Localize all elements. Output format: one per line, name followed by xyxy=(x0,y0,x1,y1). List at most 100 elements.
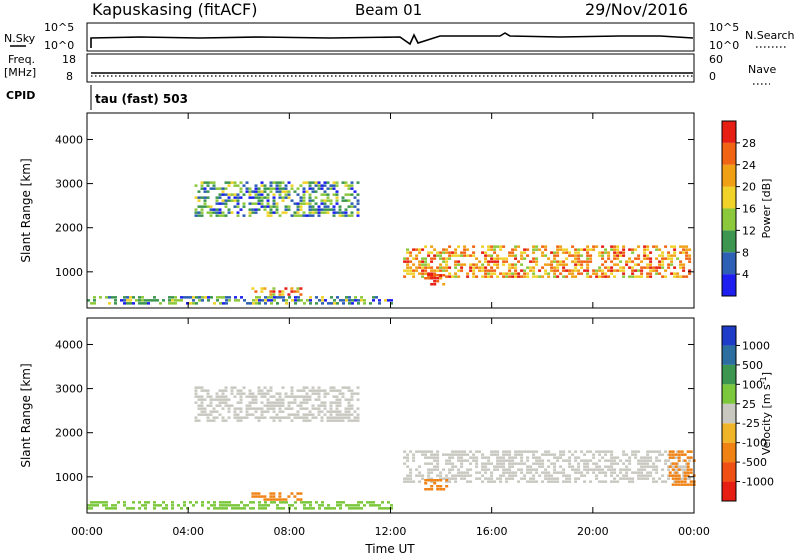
power-echo-cell xyxy=(622,248,626,251)
velocity-echo-cell xyxy=(685,462,689,465)
velocity-echo-cell xyxy=(278,395,282,398)
velocity-echo-cell xyxy=(508,477,512,480)
power-echo-cell xyxy=(320,211,324,214)
velocity-echo-cell xyxy=(338,398,342,401)
power-echo-cell xyxy=(427,274,431,277)
power-echo-cell xyxy=(436,266,440,269)
power-echo-cell xyxy=(326,193,330,196)
power-echo-cell xyxy=(472,245,476,248)
power-echo-cell xyxy=(311,199,315,202)
velocity-echo-cell xyxy=(403,456,407,459)
velocity-echo-cell xyxy=(667,465,671,468)
velocity-echo-cell xyxy=(601,450,605,453)
velocity-echo-cell xyxy=(589,468,593,471)
power-echo-cell xyxy=(532,248,536,251)
velocity-echo-cell xyxy=(658,459,662,462)
velocity-echo-cell xyxy=(387,507,390,510)
velocity-colorbar-label-end: ] xyxy=(760,372,773,376)
velocity-echo-cell xyxy=(625,459,629,462)
power-echo-cell xyxy=(356,202,360,205)
velocity-echo-cell xyxy=(206,404,210,407)
velocity-echo-cell xyxy=(323,392,327,395)
power-echo-cell xyxy=(99,296,102,299)
power-echo-cell xyxy=(640,275,644,278)
power-echo-cell xyxy=(227,184,231,187)
velocity-echo-cell xyxy=(430,462,434,465)
power-echo-cell xyxy=(613,269,617,272)
velocity-echo-cell xyxy=(117,501,120,504)
power-echo-cell xyxy=(242,202,246,205)
velocity-echo-cell xyxy=(278,407,282,410)
velocity-echo-cell xyxy=(674,474,678,477)
velocity-echo-cell xyxy=(559,450,563,453)
power-echo-cell xyxy=(466,275,470,278)
velocity-echo-cell xyxy=(559,471,563,474)
velocity-echo-cell xyxy=(336,504,339,507)
velocity-echo-cell xyxy=(577,471,581,474)
power-echo-cell xyxy=(643,245,647,248)
power-echo-cell xyxy=(415,254,419,257)
velocity-echo-cell xyxy=(406,477,410,480)
velocity-echo-cell xyxy=(677,474,681,477)
velocity-echo-cell xyxy=(320,401,324,404)
velocity-echo-cell xyxy=(409,474,413,477)
velocity-echo-cell xyxy=(640,462,644,465)
power-echo-cell xyxy=(508,272,512,275)
velocity-echo-cell xyxy=(252,501,255,504)
power-echo-cell xyxy=(514,254,518,257)
power-echo-cell xyxy=(631,272,635,275)
velocity-echo-cell xyxy=(487,456,491,459)
power-echo-cell xyxy=(433,277,437,280)
power-echo-region xyxy=(87,296,393,305)
nsky-tick-top: 10^5 xyxy=(44,21,74,34)
power-echo-cell xyxy=(487,248,491,251)
power-echo-cell xyxy=(412,248,416,251)
power-echo-cell xyxy=(200,187,204,190)
velocity-echo-cell xyxy=(640,474,644,477)
power-echo-cell xyxy=(203,202,207,205)
velocity-echo-region xyxy=(403,450,692,483)
velocity-echo-cell xyxy=(299,407,303,410)
power-echo-cell xyxy=(631,269,635,272)
velocity-echo-cell xyxy=(165,507,168,510)
velocity-echo-cell xyxy=(448,471,452,474)
power-colorbar-tick-label: 12 xyxy=(742,224,756,237)
power-echo-cell xyxy=(454,260,458,263)
velocity-echo-cell xyxy=(105,507,108,510)
power-echo-cell xyxy=(664,257,668,260)
velocity-echo-cell xyxy=(233,410,237,413)
velocity-echo-cell xyxy=(598,450,602,453)
power-echo-cell xyxy=(430,245,434,248)
power-echo-cell xyxy=(562,248,566,251)
velocity-echo-cell xyxy=(285,501,288,504)
velocity-echo-cell xyxy=(272,495,276,498)
power-echo-cell xyxy=(272,196,276,199)
power-echo-cell xyxy=(269,181,273,184)
power-echo-cell xyxy=(487,275,491,278)
velocity-echo-cell xyxy=(538,456,542,459)
power-echo-cell xyxy=(487,263,491,266)
power-echo-cell xyxy=(562,269,566,272)
velocity-echo-cell xyxy=(356,416,360,419)
power-echo-cell xyxy=(270,299,273,302)
power-echo-cell xyxy=(430,251,434,254)
power-echo-cell xyxy=(655,266,659,269)
velocity-echo-cell xyxy=(508,471,512,474)
power-echo-cell xyxy=(685,251,689,254)
power-echo-cell xyxy=(667,254,671,257)
velocity-echo-cell xyxy=(481,468,485,471)
power-colorbar-tick-label: 20 xyxy=(742,181,756,194)
power-echo-cell xyxy=(496,245,500,248)
velocity-echo-cell xyxy=(338,419,342,422)
velocity-echo-cell xyxy=(637,462,641,465)
power-echo-cell xyxy=(436,269,440,272)
velocity-echo-cell xyxy=(649,450,653,453)
power-echo-cell xyxy=(281,187,285,190)
power-echo-cell xyxy=(263,287,267,290)
power-echo-cell xyxy=(502,260,506,263)
velocity-echo-cell xyxy=(233,395,237,398)
velocity-echo-cell xyxy=(682,471,686,474)
power-echo-cell xyxy=(218,202,222,205)
velocity-echo-cell xyxy=(308,410,312,413)
power-echo-cell xyxy=(523,257,527,260)
